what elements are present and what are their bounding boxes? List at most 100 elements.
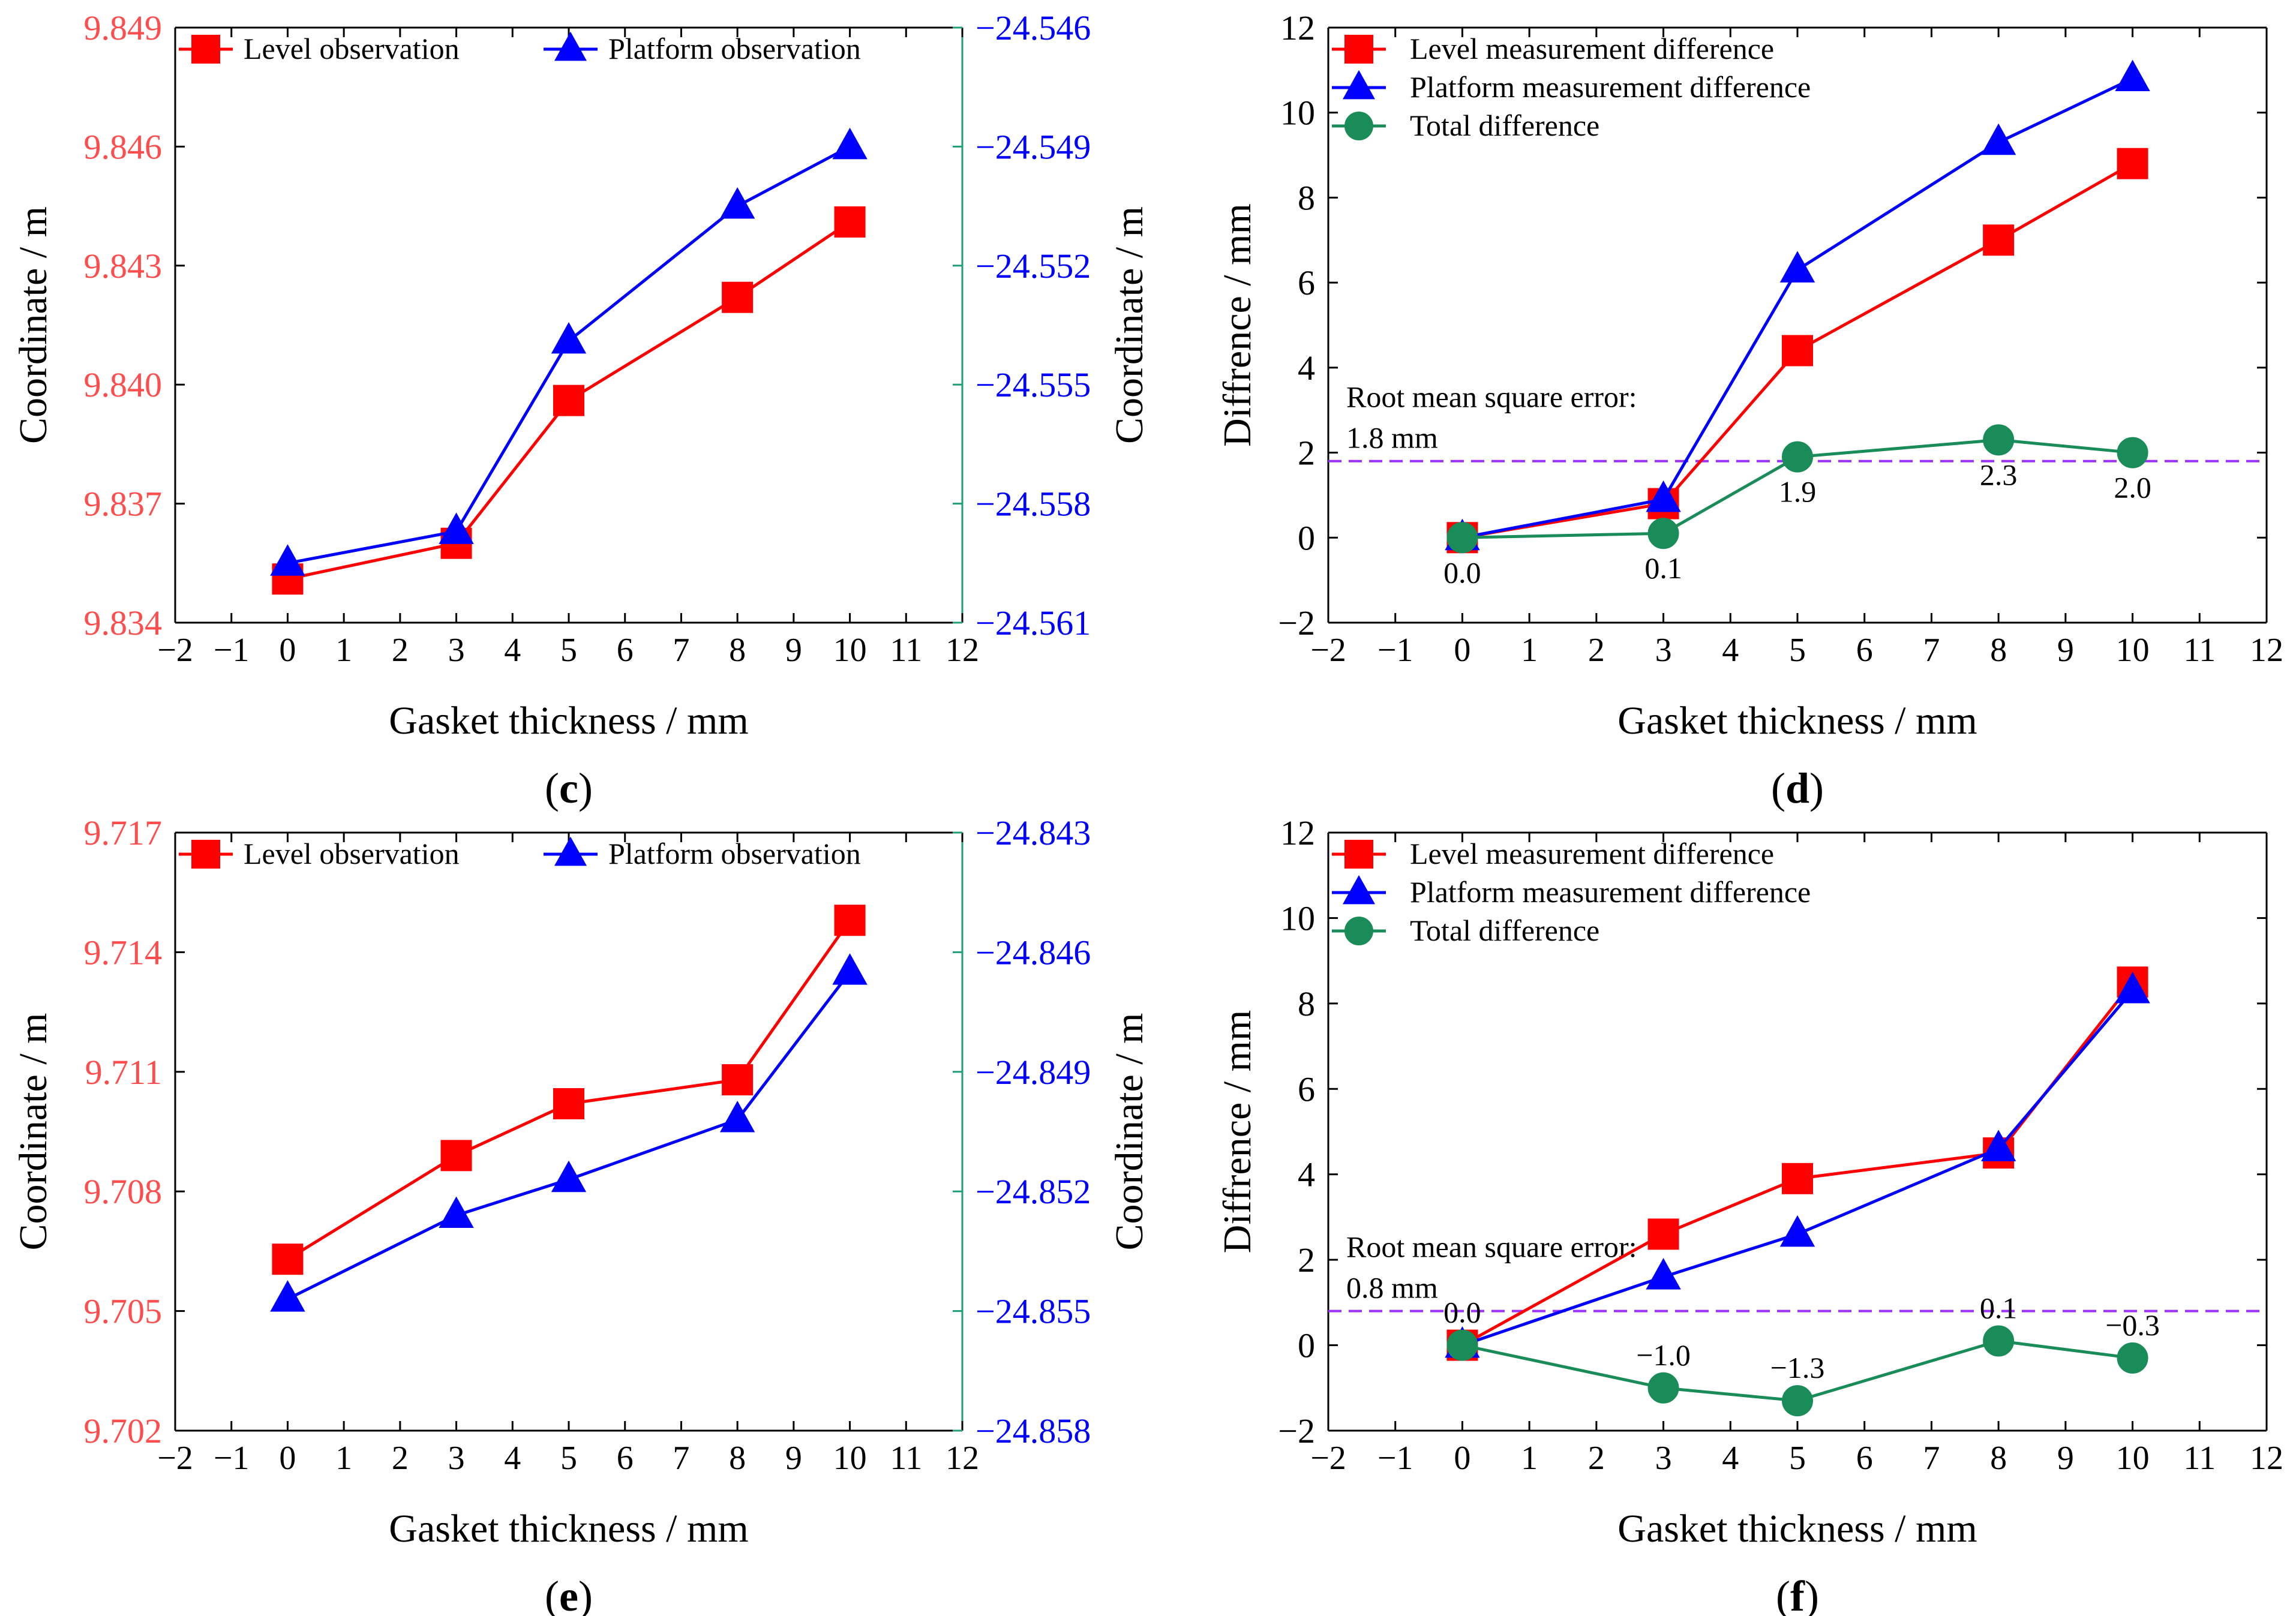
y-axis-label-right: Coordinate / m — [1108, 1013, 1151, 1251]
x-tick-label: 0 — [1454, 1440, 1470, 1477]
y-axis-label-right: Coordinate / m — [1108, 206, 1151, 444]
data-label: 2.3 — [1980, 458, 2018, 491]
caption-letter: c — [559, 764, 578, 812]
x-tick-label: 7 — [1923, 632, 1940, 669]
data-point-circle — [1446, 1329, 1478, 1361]
y-axis-label-left: Diffrence / mm — [1215, 203, 1259, 447]
caption-paren-close: ) — [1809, 764, 1824, 812]
data-point-square — [272, 1243, 304, 1275]
y-tick-label-left: 12 — [1280, 813, 1315, 852]
y-tick-label-left: 9.840 — [84, 365, 163, 404]
caption-paren-open: ( — [1776, 1572, 1790, 1616]
x-tick-label: 7 — [673, 632, 689, 669]
x-tick-label: 8 — [1990, 632, 2007, 669]
y-tick-label-right: −24.561 — [976, 603, 1091, 642]
data-point-square — [722, 1064, 754, 1096]
x-tick-label: 5 — [1789, 1440, 1806, 1477]
rmse-annotation-title: Root mean square error: — [1346, 380, 1637, 414]
data-point-triangle — [270, 1280, 305, 1312]
caption-paren-open: ( — [1771, 764, 1785, 812]
data-label: 0.0 — [1443, 1296, 1481, 1329]
data-point-triangle — [551, 1160, 587, 1193]
x-tick-label: 3 — [1655, 632, 1672, 669]
data-point-circle — [1446, 522, 1478, 554]
legend-label: Platform measurement difference — [1410, 70, 1811, 104]
caption-paren-close: ) — [578, 764, 593, 812]
legend-marker-triangle — [1342, 875, 1376, 905]
y-tick-label-left: 10 — [1280, 899, 1315, 938]
legend-label: Platform observation — [608, 32, 861, 65]
y-tick-label-right: −24.558 — [976, 485, 1091, 524]
legend: Level observation Platform observation — [179, 836, 861, 870]
x-tick-label: 10 — [833, 632, 867, 669]
x-tick-label: 5 — [560, 632, 577, 669]
y-tick-label-right: −24.852 — [976, 1172, 1091, 1211]
legend-marker-square — [1344, 35, 1373, 64]
y-axis-label-left: Diffrence / mm — [1215, 1010, 1259, 1254]
x-tick-label: 10 — [2116, 1440, 2150, 1477]
y-tick-label-left: 9.717 — [84, 813, 163, 852]
data-point-circle — [1647, 518, 1679, 549]
data-point-triangle — [1779, 1215, 1815, 1247]
data-point-square — [834, 206, 866, 238]
x-tick-label: 4 — [504, 632, 521, 669]
legend-marker-square — [1344, 840, 1373, 869]
data-point-triangle — [719, 187, 755, 219]
y-tick-label-right: −24.843 — [976, 813, 1091, 852]
y-tick-label-left: 9.837 — [84, 485, 163, 524]
legend-marker-triangle — [554, 836, 587, 866]
y-tick-label-left: 9.846 — [84, 127, 163, 166]
data-point-triangle — [551, 322, 587, 354]
data-point-triangle — [832, 953, 868, 985]
legend-label: Level measurement difference — [1410, 32, 1774, 65]
x-tick-label: 9 — [785, 632, 802, 669]
data-point-circle — [1983, 424, 2015, 456]
legend-label: Total difference — [1410, 914, 1599, 947]
x-tick-label: −1 — [214, 1440, 250, 1477]
x-tick-label: 10 — [2116, 632, 2150, 669]
rmse-annotation-value: 1.8 mm — [1346, 421, 1438, 455]
y-tick-label-right: −24.555 — [976, 365, 1091, 404]
x-tick-label: 3 — [448, 1440, 465, 1477]
x-tick-label: 2 — [392, 632, 409, 669]
data-point-circle — [1647, 1372, 1679, 1404]
x-tick-label: 9 — [785, 1440, 802, 1477]
y-tick-label-left: 9.834 — [84, 603, 163, 642]
data-point-circle — [1782, 1385, 1813, 1417]
x-tick-label: 6 — [1856, 632, 1873, 669]
x-tick-label: 4 — [1722, 1440, 1739, 1477]
data-point-square — [722, 281, 754, 313]
y-tick-label-left: 8 — [1298, 178, 1315, 217]
legend: Level measurement difference Platform mea… — [1332, 32, 1811, 142]
x-tick-label: 12 — [946, 632, 979, 669]
y-tick-label-left: −2 — [1278, 603, 1315, 642]
y-tick-label-left: 2 — [1298, 1240, 1315, 1279]
data-point-triangle — [1980, 1130, 2016, 1161]
x-tick-label: −1 — [214, 632, 250, 669]
data-label: 0.1 — [1644, 551, 1682, 585]
x-tick-label: 6 — [1856, 1440, 1873, 1477]
y-tick-label-left: 0 — [1298, 1326, 1315, 1365]
data-point-triangle — [832, 127, 868, 160]
x-tick-label: −2 — [157, 632, 193, 669]
data-point-circle — [2117, 1342, 2148, 1374]
data-label: 0.1 — [1980, 1291, 2018, 1324]
panel-caption: (c) — [545, 764, 593, 812]
data-point-triangle — [1646, 1258, 1681, 1290]
x-tick-label: 5 — [1789, 632, 1806, 669]
x-tick-label: 12 — [946, 1440, 979, 1477]
data-point-triangle — [439, 1196, 474, 1228]
data-point-circle — [1782, 441, 1813, 473]
x-tick-label: 3 — [448, 632, 465, 669]
legend-marker-triangle — [1342, 70, 1376, 100]
panel-caption: (f) — [1776, 1572, 1819, 1616]
data-label: −1.3 — [1770, 1351, 1825, 1384]
x-tick-label: 1 — [335, 632, 352, 669]
y-tick-label-left: 2 — [1298, 434, 1315, 473]
x-tick-label: 0 — [279, 1440, 296, 1477]
data-point-square — [553, 1088, 584, 1119]
legend-marker-square — [191, 840, 220, 869]
